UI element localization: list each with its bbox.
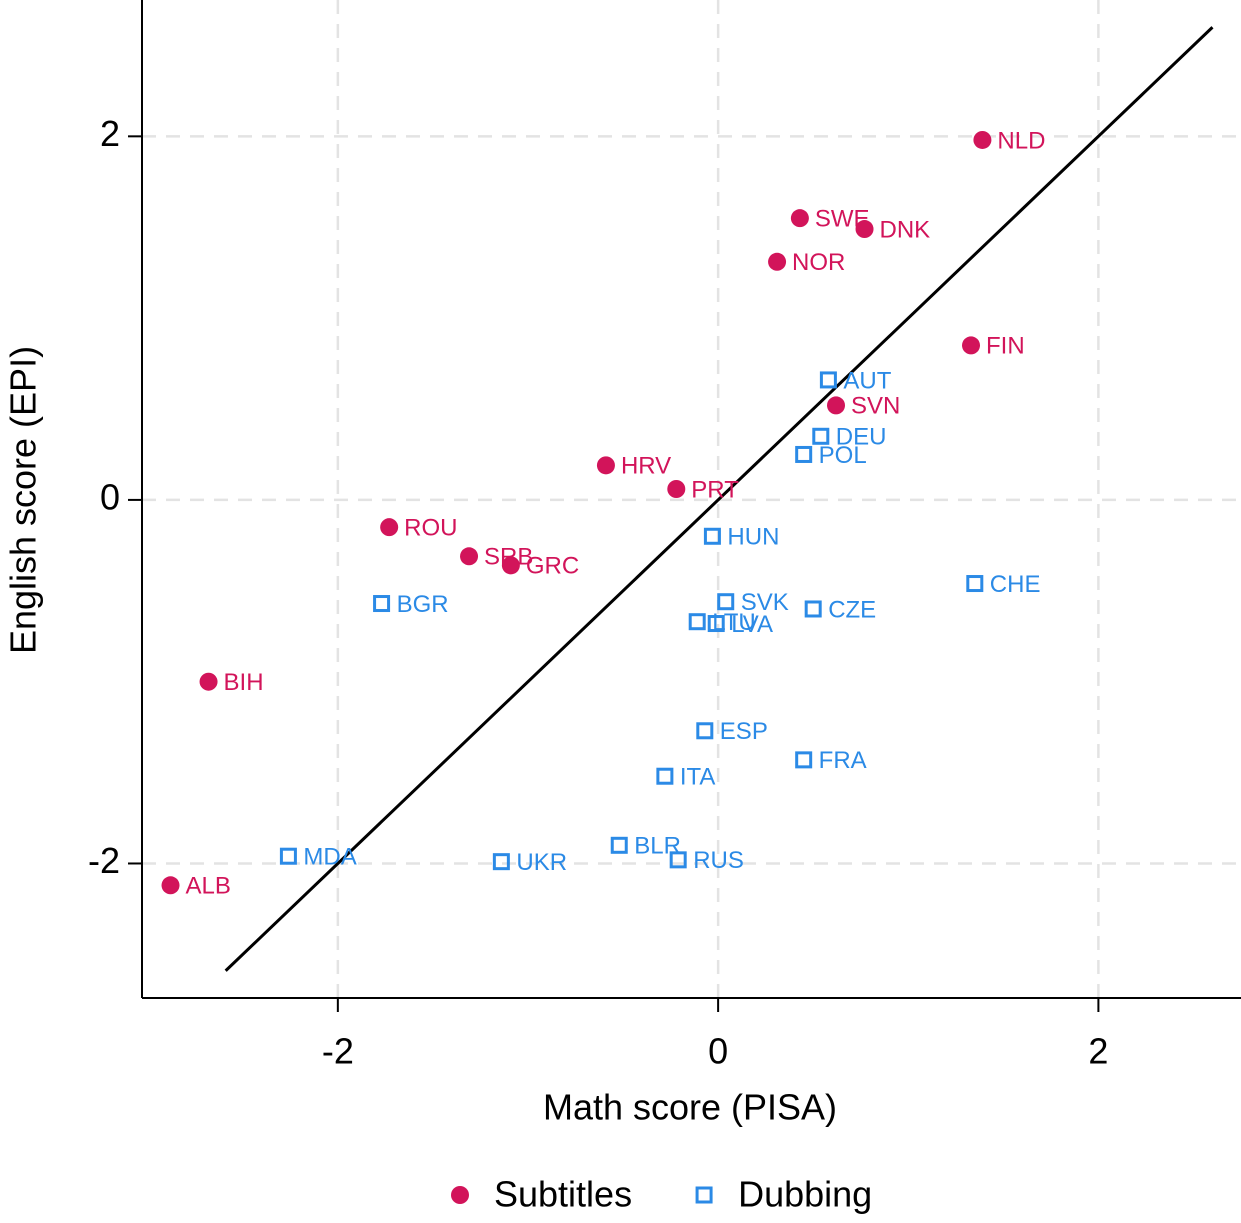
y-tick-label: 0 — [100, 476, 120, 517]
point-label: CHE — [990, 571, 1041, 598]
point — [161, 876, 180, 895]
point — [819, 371, 837, 389]
point — [656, 767, 674, 785]
point — [669, 851, 687, 869]
point-label: BGR — [397, 591, 449, 618]
point-label: AUT — [843, 367, 891, 394]
reference-line — [224, 26, 1214, 972]
point — [973, 130, 992, 149]
point — [703, 527, 721, 545]
point — [812, 427, 830, 445]
x-tick-label: -2 — [322, 1031, 354, 1072]
point-label: ALB — [186, 873, 231, 900]
point-label: UKR — [516, 849, 567, 876]
y-tick-label: -2 — [88, 840, 120, 881]
point-label: ROU — [404, 515, 457, 542]
x-tick-label: 2 — [1088, 1031, 1108, 1072]
point-label: POL — [819, 442, 867, 469]
point — [717, 593, 735, 611]
y-tick-label: 2 — [100, 113, 120, 154]
point — [610, 836, 628, 854]
point — [855, 220, 874, 239]
point-label: BLR — [634, 833, 681, 860]
point — [795, 445, 813, 463]
legend-marker — [695, 1186, 713, 1204]
point-label: SVN — [851, 393, 900, 420]
point-label: FIN — [986, 333, 1025, 360]
point-label: NOR — [792, 249, 845, 276]
point — [804, 600, 822, 618]
point-label: NLD — [997, 127, 1045, 154]
point-label: DEU — [836, 424, 887, 451]
x-tick-label: 0 — [708, 1031, 728, 1072]
x-axis-label: Math score (PISA) — [543, 1087, 837, 1128]
point — [768, 252, 787, 271]
point-label: CZE — [828, 596, 876, 623]
point — [460, 547, 479, 566]
point-label: PRT — [691, 476, 739, 503]
point — [707, 615, 725, 633]
point-label: BIH — [224, 669, 264, 696]
point-label: RUS — [693, 847, 744, 874]
legend-label: Dubbing — [738, 1174, 872, 1215]
point — [688, 613, 706, 631]
point — [373, 595, 391, 613]
point — [667, 480, 686, 499]
point-label: FRA — [819, 747, 867, 774]
point — [790, 209, 809, 228]
point — [827, 396, 846, 415]
point-label: HUN — [727, 524, 779, 551]
point-label: LVA — [731, 611, 773, 638]
point — [962, 336, 981, 355]
point — [279, 847, 297, 865]
point-label: HRV — [621, 453, 671, 480]
point — [501, 556, 520, 575]
point-label: ESP — [720, 718, 768, 745]
point — [966, 575, 984, 593]
point-label: DNK — [880, 216, 931, 243]
point-label: SVK — [741, 589, 789, 616]
point-label: GRC — [526, 553, 579, 580]
point — [199, 672, 218, 691]
point — [596, 456, 615, 475]
legend-label: Subtitles — [494, 1174, 632, 1215]
legend-marker — [451, 1186, 469, 1204]
point — [380, 518, 399, 537]
point — [795, 751, 813, 769]
point-label: MDA — [303, 844, 356, 871]
point-label: ITA — [680, 764, 716, 791]
point — [696, 722, 714, 740]
point — [492, 853, 510, 871]
y-axis-label: English score (EPI) — [3, 346, 44, 654]
